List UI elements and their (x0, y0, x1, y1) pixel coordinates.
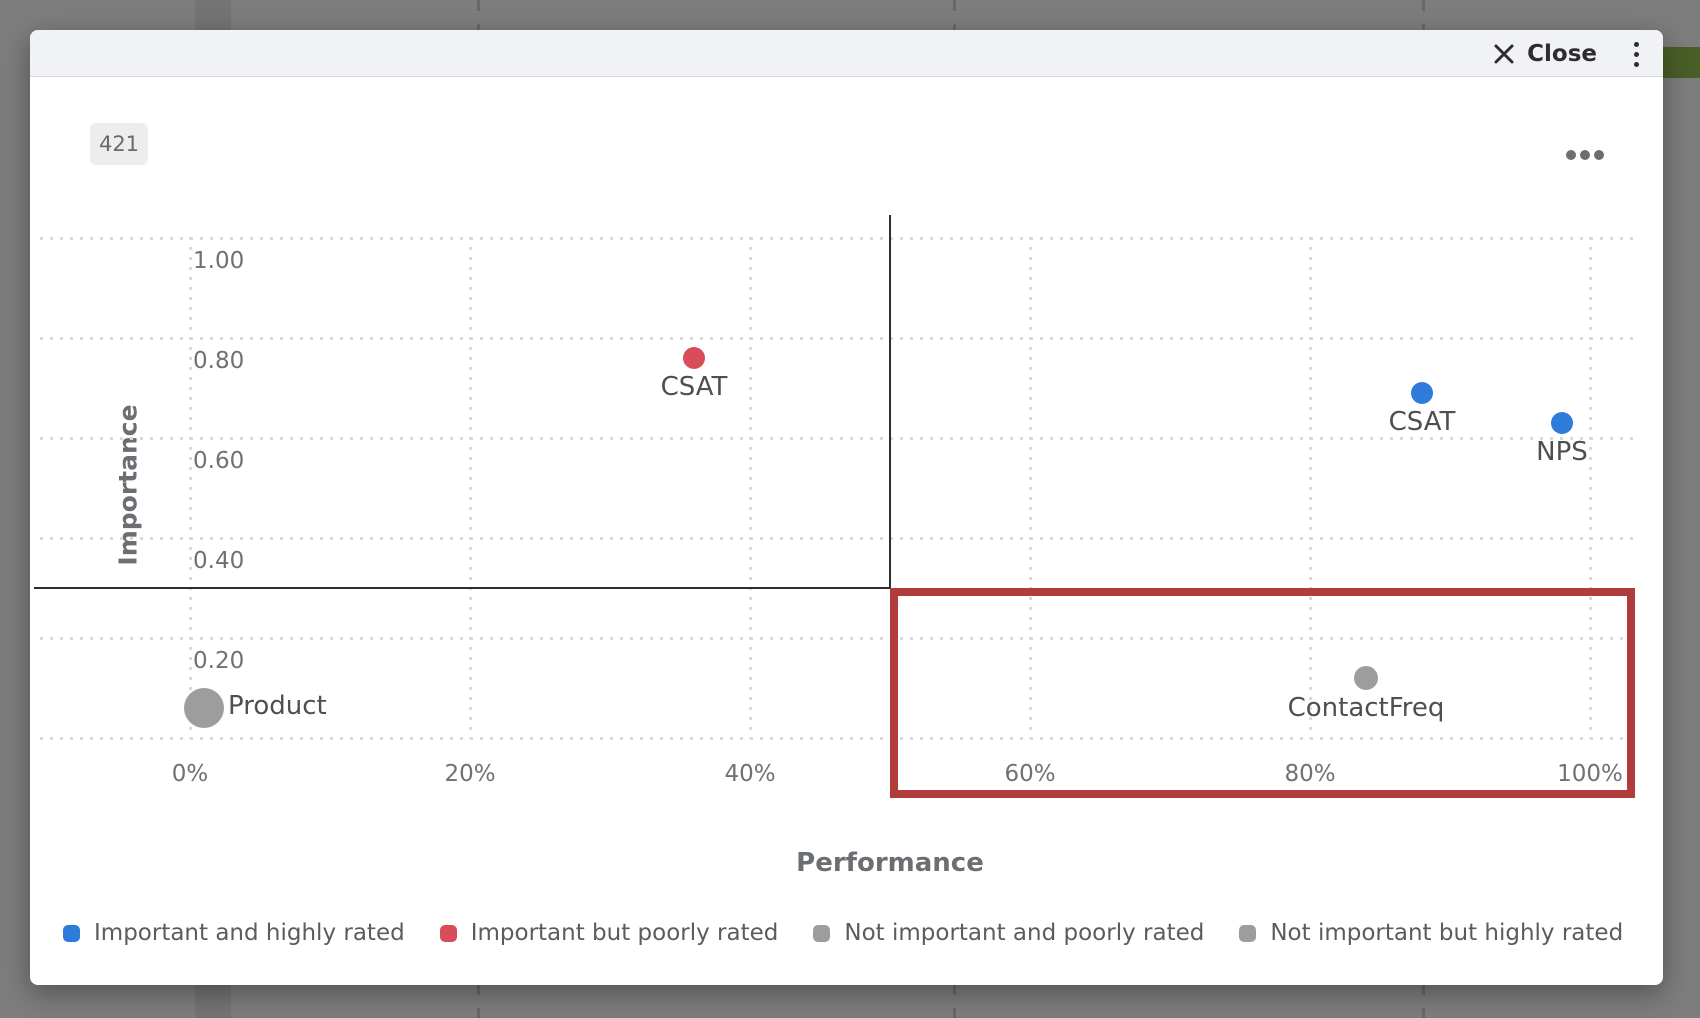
legend-item[interactable]: Important but poorly rated (439, 920, 779, 946)
x-axis-tick-label: 40% (724, 761, 776, 787)
y-axis-tick-label: 0.40 (193, 548, 245, 574)
legend-item[interactable]: Not important and poorly rated (813, 920, 1204, 946)
highlight-quadrant-rectangle (890, 588, 1635, 798)
quadrant-divider-vertical (889, 215, 891, 588)
legend-label: Important and highly rated (94, 920, 405, 946)
legend-swatch-icon (63, 924, 80, 942)
chart-dialog: Close 421 Importance Performance 1.00 0.8… (30, 30, 1663, 985)
horizontal-gridline (40, 437, 1640, 440)
x-axis-tick-label: 100% (1557, 761, 1623, 787)
legend-swatch-icon (1239, 924, 1257, 942)
y-axis-title: Importance (113, 404, 143, 566)
chart-legend: Important and highly rated Important but … (63, 920, 1623, 946)
kebab-menu-button[interactable] (1629, 39, 1643, 69)
data-point-nps[interactable] (1551, 412, 1573, 434)
data-point-label: CSAT (1388, 407, 1456, 437)
close-label: Close (1527, 40, 1597, 67)
horizontal-gridline (40, 637, 1640, 640)
quadrant-scatter-chart: Importance Performance 1.00 0.80 0.60 0.40 0… (30, 30, 1663, 985)
data-point-label: ContactFreq (1287, 693, 1445, 723)
vertical-gridline (1589, 237, 1592, 738)
x-axis-tick-label: 60% (1004, 761, 1056, 787)
data-point-contactfreq[interactable] (1354, 666, 1378, 690)
background-widget-fragment (1663, 47, 1700, 78)
vertical-gridline (749, 237, 752, 738)
data-point-label: CSAT (660, 372, 728, 402)
vertical-gridline (469, 237, 472, 738)
horizontal-gridline (40, 237, 1640, 240)
data-point-label: Product (228, 691, 327, 721)
horizontal-gridline (40, 737, 1640, 740)
x-axis-tick-label: 0% (171, 761, 209, 787)
data-point-product[interactable] (184, 688, 224, 728)
x-axis-title: Performance (796, 848, 984, 878)
legend-item[interactable]: Important and highly rated (63, 920, 405, 946)
y-axis-tick-label: 1.00 (193, 248, 245, 274)
legend-label: Not important and poorly rated (844, 920, 1205, 946)
vertical-gridline (1029, 237, 1032, 738)
horizontal-gridline (40, 537, 1640, 540)
close-button[interactable]: Close (1493, 30, 1597, 77)
x-axis-tick-label: 80% (1284, 761, 1336, 787)
x-axis-tick-label: 20% (444, 761, 496, 787)
dialog-header: Close (30, 30, 1663, 77)
y-axis-tick-label: 0.60 (193, 448, 245, 474)
y-axis-tick-label: 0.20 (193, 648, 245, 674)
legend-swatch-icon (813, 924, 831, 942)
vertical-gridline (189, 237, 192, 738)
data-point-label: NPS (1536, 437, 1588, 467)
data-point-csat[interactable] (683, 347, 705, 369)
legend-label: Important but poorly rated (470, 920, 779, 946)
vertical-gridline (1309, 237, 1312, 738)
legend-label: Not important but highly rated (1270, 920, 1624, 946)
quadrant-divider-horizontal (34, 587, 890, 589)
data-point-csat[interactable] (1411, 382, 1433, 404)
more-options-button[interactable] (1562, 142, 1608, 168)
y-axis-tick-label: 0.80 (193, 348, 245, 374)
horizontal-gridline (40, 337, 1640, 340)
legend-item[interactable]: Not important but highly rated (1239, 920, 1623, 946)
legend-swatch-icon (439, 924, 457, 942)
close-icon (1493, 43, 1515, 65)
count-badge: 421 (90, 123, 148, 165)
